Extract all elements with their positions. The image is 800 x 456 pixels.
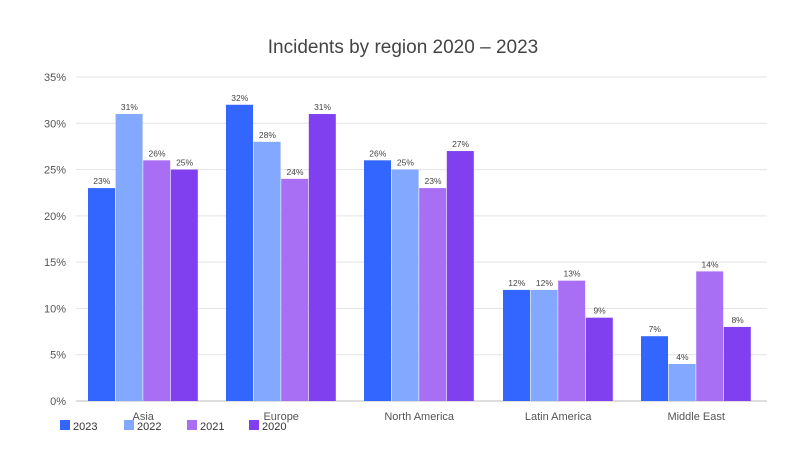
data-label: 23% — [93, 176, 110, 186]
bar — [419, 188, 447, 401]
bar — [446, 151, 474, 401]
data-label: 32% — [231, 93, 248, 103]
data-label: 25% — [176, 158, 193, 168]
bar — [170, 169, 198, 401]
data-label: 13% — [563, 269, 580, 279]
data-label: 14% — [701, 259, 718, 269]
x-axis-categories: Asia Europe North America Latin America Midd… — [132, 411, 724, 423]
bar — [88, 188, 115, 401]
data-label: 9% — [593, 306, 606, 316]
bar — [668, 363, 696, 401]
data-label: 25% — [397, 158, 414, 168]
category-label: Latin America — [525, 411, 593, 423]
y-tick-label: 35% — [44, 72, 66, 84]
data-label: 26% — [148, 148, 165, 158]
legend-swatch — [60, 420, 70, 430]
bar — [723, 326, 751, 401]
y-tick-label: 20% — [44, 211, 66, 223]
data-label: 23% — [424, 176, 441, 186]
y-tick-label: 15% — [44, 257, 66, 269]
bar — [585, 317, 613, 401]
bar — [696, 271, 724, 401]
y-tick-label: 5% — [50, 350, 66, 362]
y-tick-label: 0% — [50, 396, 66, 408]
legend-label: 2021 — [200, 421, 224, 433]
data-label: 31% — [314, 102, 331, 112]
bar — [115, 114, 143, 402]
legend-label: 2023 — [73, 421, 97, 433]
category-label: North America — [384, 411, 455, 423]
legend: 2023 2022 2021 2020 — [60, 420, 286, 433]
bar — [641, 336, 668, 401]
legend-swatch — [249, 420, 259, 430]
bar — [143, 160, 171, 401]
y-tick-label: 25% — [44, 165, 66, 177]
data-label: 24% — [286, 167, 303, 177]
legend-swatch — [124, 420, 134, 430]
legend-swatch — [187, 420, 197, 430]
data-labels: 23% 32% 26% 12% 7% 31% 28% 25% 12% 4% 26% 24% 23% 13%… — [93, 93, 744, 362]
chart-title: Incidents by region 2020 – 2023 — [268, 37, 538, 58]
category-label: Europe — [263, 411, 298, 423]
legend-item: 2022 — [124, 420, 161, 433]
bar — [364, 160, 391, 401]
bar — [308, 114, 336, 402]
bar — [503, 289, 530, 401]
y-tick-label: 30% — [44, 118, 66, 130]
category-label: Middle East — [667, 411, 724, 423]
bar — [226, 104, 253, 402]
data-label: 4% — [676, 352, 689, 362]
data-label: 26% — [369, 148, 386, 158]
legend-item: 2023 — [60, 420, 97, 433]
legend-label: 2022 — [137, 421, 161, 433]
data-label: 31% — [121, 102, 138, 112]
data-label: 12% — [536, 278, 553, 288]
bar — [558, 280, 586, 401]
bar — [530, 289, 558, 401]
data-label: 28% — [259, 130, 276, 140]
data-label: 12% — [508, 278, 525, 288]
bar — [253, 141, 281, 402]
data-label: 8% — [731, 315, 744, 325]
bar — [391, 169, 419, 401]
bar — [281, 178, 309, 401]
data-label: 7% — [649, 324, 662, 334]
legend-item: 2021 — [187, 420, 224, 433]
category-label: Asia — [132, 411, 154, 423]
legend-label: 2020 — [262, 421, 286, 433]
data-label: 27% — [452, 139, 469, 149]
y-axis-ticks: 0% 5% 10% 15% 20% 25% 30% 35% — [44, 72, 66, 408]
bars — [88, 104, 751, 402]
legend-item: 2020 — [249, 420, 286, 433]
y-tick-label: 10% — [44, 303, 66, 315]
